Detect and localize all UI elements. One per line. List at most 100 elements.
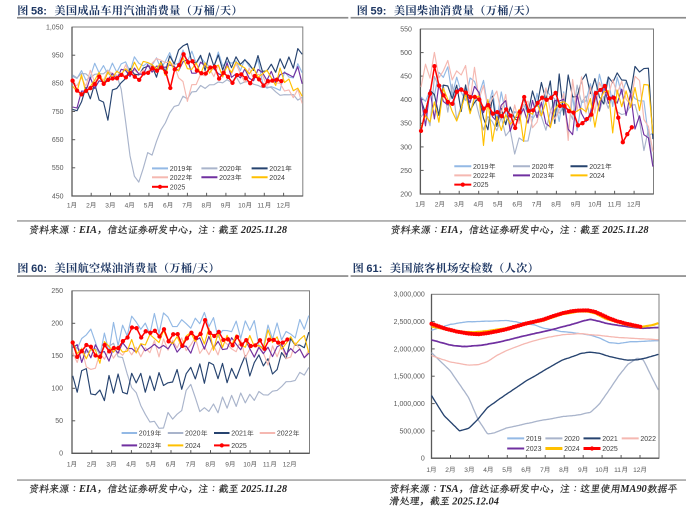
svg-text:2025.12.04: 2025.12.04 bbox=[451, 496, 499, 507]
svg-text:500: 500 bbox=[400, 50, 412, 57]
svg-text:9: 9 bbox=[571, 201, 575, 208]
svg-text:8: 8 bbox=[202, 202, 206, 209]
svg-text:2025: 2025 bbox=[602, 446, 618, 453]
svg-text:450: 450 bbox=[400, 74, 412, 81]
svg-text:EIA: EIA bbox=[78, 225, 97, 236]
svg-text:12: 12 bbox=[633, 467, 641, 474]
svg-text:6: 6 bbox=[166, 461, 170, 468]
svg-text:2: 2 bbox=[87, 461, 91, 468]
svg-text:2025.11.28: 2025.11.28 bbox=[601, 225, 649, 236]
svg-text:2020: 2020 bbox=[185, 431, 201, 438]
svg-text:250: 250 bbox=[51, 288, 63, 295]
svg-text:8: 8 bbox=[559, 467, 563, 474]
svg-text:11: 11 bbox=[257, 202, 264, 209]
svg-text:2021: 2021 bbox=[602, 436, 618, 443]
svg-text:350: 350 bbox=[400, 121, 412, 128]
svg-text:2023: 2023 bbox=[139, 443, 155, 450]
svg-text:550: 550 bbox=[400, 26, 412, 33]
svg-text:250: 250 bbox=[400, 168, 412, 175]
svg-text:2023: 2023 bbox=[532, 173, 548, 180]
svg-text:2024: 2024 bbox=[589, 173, 605, 180]
svg-text:11: 11 bbox=[608, 201, 615, 208]
svg-text:10: 10 bbox=[588, 201, 596, 208]
svg-text:7: 7 bbox=[182, 202, 186, 209]
svg-text:3: 3 bbox=[105, 202, 109, 209]
svg-text:4: 4 bbox=[125, 202, 129, 209]
svg-text:1,500,000: 1,500,000 bbox=[394, 374, 425, 381]
svg-text:12: 12 bbox=[277, 202, 285, 209]
svg-text:2019: 2019 bbox=[526, 436, 542, 443]
svg-text:1: 1 bbox=[67, 202, 71, 209]
svg-text:2022: 2022 bbox=[640, 436, 656, 443]
svg-text:4: 4 bbox=[474, 201, 478, 208]
svg-text:6: 6 bbox=[512, 201, 516, 208]
svg-text:8: 8 bbox=[205, 461, 209, 468]
svg-text:2023: 2023 bbox=[219, 175, 235, 182]
svg-text:2024: 2024 bbox=[185, 443, 201, 450]
svg-text:300: 300 bbox=[400, 144, 412, 151]
svg-text:750: 750 bbox=[52, 109, 64, 116]
svg-text:12: 12 bbox=[627, 201, 635, 208]
svg-text:2025.11.28: 2025.11.28 bbox=[240, 225, 288, 236]
svg-text:1,000,000: 1,000,000 bbox=[394, 401, 425, 408]
svg-text:TSA: TSA bbox=[440, 484, 459, 495]
svg-text:2: 2 bbox=[435, 201, 439, 208]
svg-text:550: 550 bbox=[52, 165, 64, 172]
svg-text:7: 7 bbox=[540, 467, 544, 474]
svg-text:0: 0 bbox=[421, 456, 425, 463]
svg-text:950: 950 bbox=[52, 53, 64, 60]
svg-text:2022: 2022 bbox=[277, 431, 293, 438]
svg-text:2,500,000: 2,500,000 bbox=[394, 319, 425, 326]
svg-text:2: 2 bbox=[86, 202, 90, 209]
svg-text:2024: 2024 bbox=[564, 446, 580, 453]
svg-text:2021: 2021 bbox=[589, 164, 605, 171]
svg-text:4: 4 bbox=[483, 467, 487, 474]
svg-text:EIA: EIA bbox=[440, 225, 459, 236]
svg-text:2022: 2022 bbox=[473, 173, 489, 180]
svg-text:2019: 2019 bbox=[170, 166, 186, 173]
svg-text:2025: 2025 bbox=[170, 184, 186, 191]
svg-text:59:: 59: bbox=[371, 5, 387, 17]
svg-text:MA90: MA90 bbox=[619, 484, 647, 495]
svg-text:2020: 2020 bbox=[219, 166, 235, 173]
svg-text:3: 3 bbox=[464, 467, 468, 474]
svg-text:2025: 2025 bbox=[231, 443, 247, 450]
svg-text:150: 150 bbox=[51, 353, 63, 360]
svg-text:2: 2 bbox=[445, 467, 449, 474]
svg-text:2021: 2021 bbox=[269, 166, 285, 173]
svg-text:2021: 2021 bbox=[231, 431, 247, 438]
svg-text:60:: 60: bbox=[31, 263, 47, 275]
svg-text:10: 10 bbox=[243, 461, 251, 468]
svg-text:2020: 2020 bbox=[564, 436, 580, 443]
svg-text:4: 4 bbox=[126, 461, 130, 468]
svg-text:2023: 2023 bbox=[526, 446, 542, 453]
svg-text:61:: 61: bbox=[366, 263, 382, 275]
svg-text:5: 5 bbox=[502, 467, 506, 474]
svg-text:6: 6 bbox=[521, 467, 525, 474]
svg-text:500,000: 500,000 bbox=[399, 428, 424, 435]
svg-text:5: 5 bbox=[146, 461, 150, 468]
svg-text:2020: 2020 bbox=[532, 164, 548, 171]
svg-text:7: 7 bbox=[532, 201, 536, 208]
svg-text:3: 3 bbox=[106, 461, 110, 468]
svg-text:EIA: EIA bbox=[78, 484, 97, 495]
svg-text:7: 7 bbox=[186, 461, 190, 468]
svg-text:650: 650 bbox=[52, 137, 64, 144]
svg-text:10: 10 bbox=[595, 467, 603, 474]
svg-text:11: 11 bbox=[614, 467, 621, 474]
svg-text:100: 100 bbox=[51, 386, 63, 393]
svg-text:2019: 2019 bbox=[473, 164, 489, 171]
svg-text:2019: 2019 bbox=[139, 431, 155, 438]
svg-text:850: 850 bbox=[52, 81, 64, 88]
svg-text:10: 10 bbox=[238, 202, 246, 209]
svg-text:2025.11.28: 2025.11.28 bbox=[240, 484, 288, 495]
svg-text:1: 1 bbox=[67, 461, 71, 468]
svg-text:5: 5 bbox=[144, 202, 148, 209]
svg-text:1,050: 1,050 bbox=[46, 24, 64, 31]
svg-text:58:: 58: bbox=[31, 5, 47, 17]
svg-text:9: 9 bbox=[221, 202, 225, 209]
svg-text:450: 450 bbox=[52, 193, 64, 200]
svg-text:3,000,000: 3,000,000 bbox=[394, 292, 425, 299]
svg-text:2,000,000: 2,000,000 bbox=[394, 346, 425, 353]
svg-text:3: 3 bbox=[454, 201, 458, 208]
